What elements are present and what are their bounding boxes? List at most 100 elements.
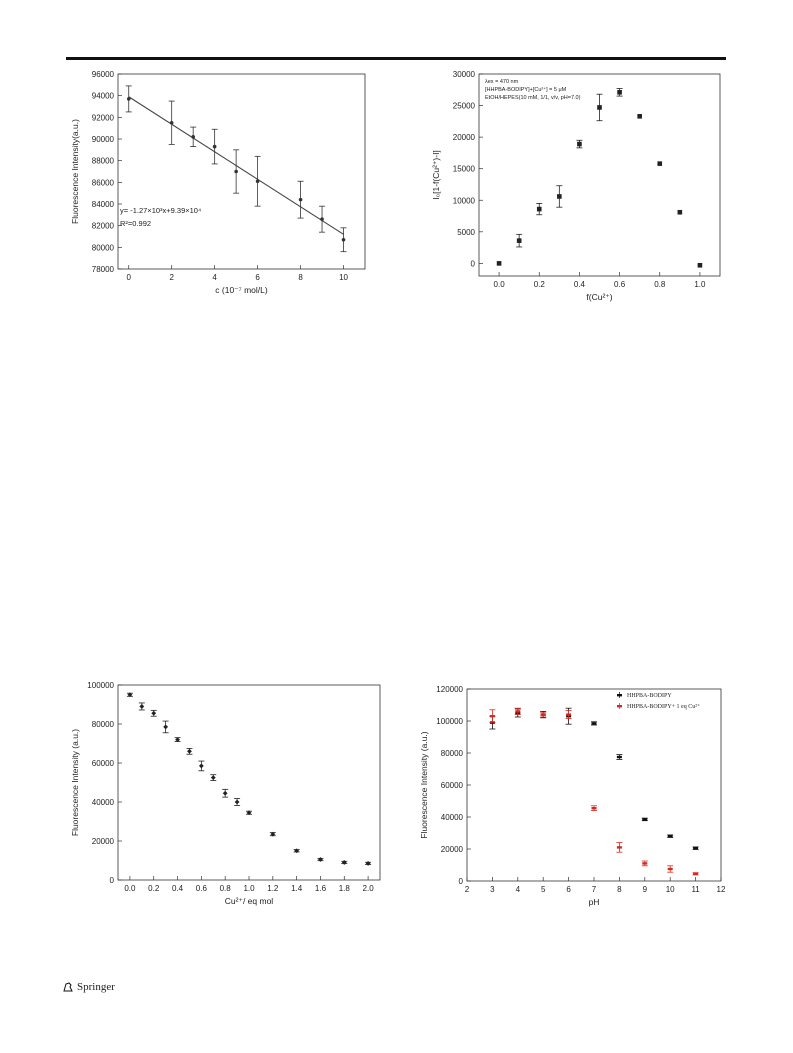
springer-horse-icon — [63, 982, 73, 992]
x-tick-label: 2 — [169, 273, 174, 282]
header-rule — [66, 57, 726, 60]
y-tick-label: 20000 — [92, 837, 115, 846]
data-point — [365, 861, 371, 866]
data-point — [693, 872, 699, 875]
x-tick-label: 11 — [691, 885, 700, 894]
data-point — [234, 799, 240, 805]
y-tick-label: 92000 — [92, 113, 115, 122]
data-point — [516, 238, 522, 243]
y-tick-label: 96000 — [92, 70, 115, 79]
data-point — [139, 704, 145, 709]
x-tick-label: 6 — [566, 885, 571, 894]
ph-chart-svg: 0 20000 40000 60000 80000 100000 120000 2 3 4 5 6 7 8… — [419, 685, 726, 907]
data-point — [191, 135, 195, 139]
x-tick-label: 6 — [255, 273, 260, 282]
chart-annotation: λex = 470 nm — [485, 79, 519, 85]
x-tick-label: 0.6 — [196, 884, 208, 893]
plot-frame — [478, 73, 721, 277]
y-tick-label: 0 — [459, 877, 464, 886]
data-point — [320, 217, 324, 221]
data-point — [693, 847, 699, 850]
x-axis-label: f(Cu²⁺) — [586, 292, 612, 302]
data-point — [126, 97, 131, 101]
y-tick-label: 60000 — [92, 759, 115, 768]
y-tick-label: 80000 — [92, 243, 115, 252]
legend-label: HHPBA-BODIPY+ 1 eq Cu²⁺ — [627, 703, 700, 710]
x-tick-label: 1.4 — [291, 884, 303, 893]
footer: Springer — [62, 981, 115, 993]
publisher-name: Springer — [77, 981, 115, 993]
x-tick-label: 7 — [592, 885, 597, 894]
x-tick-label: 0.2 — [148, 884, 160, 893]
x-tick-label: 4 — [516, 885, 521, 894]
y-tick-label: 120000 — [436, 685, 463, 694]
y-tick-label: 78000 — [92, 265, 115, 274]
y-axis-label: Fluorescence Intensity (a.u.) — [70, 729, 80, 836]
x-tick-label: 1.8 — [339, 884, 351, 893]
x-tick-label: 8 — [298, 273, 303, 282]
chart-annotation: [HHPBA-BODIPY]+[Cu²⁺] = 5 μM — [485, 86, 567, 93]
legend-label: HHPBA-BODIPY — [627, 693, 672, 699]
x-tick-label: 0 — [127, 273, 132, 282]
y-tick-label: 5000 — [457, 228, 475, 237]
chart-annotation: y= -1.27×10³x+9.39×10⁴ — [120, 206, 201, 215]
x-tick-label: 4 — [212, 273, 217, 282]
data-point — [210, 775, 216, 781]
x-tick-label: 8 — [617, 885, 622, 894]
y-tick-label: 80000 — [441, 749, 464, 758]
y-tick-label: 82000 — [92, 222, 115, 231]
data-point — [540, 713, 546, 716]
data-point — [591, 807, 597, 810]
x-tick-label: 0.6 — [614, 280, 626, 289]
x-tick-label: 1.2 — [267, 884, 279, 893]
y-tick-label: 20000 — [441, 845, 464, 854]
x-tick-label: 0.2 — [534, 280, 546, 289]
data-point — [536, 206, 542, 212]
data-point — [642, 862, 648, 865]
x-tick-label: 0.8 — [654, 280, 666, 289]
y-tick-label: 88000 — [92, 157, 115, 166]
x-axis-label: pH — [589, 897, 600, 907]
data-point — [294, 848, 300, 854]
y-tick-label: 60000 — [441, 781, 464, 790]
job-plot-svg: 0 5000 10000 15000 20000 25000 30000 0.0 0.2 0.4 0… — [431, 70, 721, 302]
data-point — [234, 169, 238, 174]
y-tick-label: 15000 — [453, 165, 476, 174]
data-point — [591, 722, 597, 725]
data-point — [163, 724, 169, 730]
data-point — [318, 857, 323, 862]
chart-annotation: EtOH/HEPES(10 mM, 1/1, v/v, pH=7.0) — [485, 95, 581, 101]
data-point — [597, 105, 602, 110]
y-tick-label: 10000 — [453, 196, 476, 205]
calibration-chart-svg: 78000 80000 82000 84000 86000 88000 90000 92000… — [70, 70, 366, 295]
y-tick-label: 25000 — [453, 102, 476, 111]
x-tick-label: 10 — [666, 885, 675, 894]
x-tick-label: 12 — [717, 885, 726, 894]
x-tick-label: 0.8 — [220, 884, 232, 893]
y-tick-label: 100000 — [87, 681, 114, 690]
data-point — [489, 715, 495, 718]
data-point — [255, 179, 260, 184]
x-axis-label: Cu²⁺/ eq mol — [225, 896, 274, 906]
data-point — [175, 737, 180, 742]
data-point — [617, 90, 622, 95]
data-point — [642, 818, 648, 821]
chart-ph-dependence: 0 20000 40000 60000 80000 100000 120000 2 3 4 5 6 7 8… — [405, 677, 735, 917]
chart-titration: 0 20000 40000 60000 80000 100000 0.0 0.2 0.4 0.6 0… — [60, 677, 390, 917]
data-point — [577, 141, 582, 147]
data-point — [637, 113, 642, 119]
data-point — [667, 835, 673, 838]
y-tick-label: 20000 — [453, 133, 476, 142]
x-tick-label: 0.4 — [172, 884, 184, 893]
y-tick-label: 0 — [471, 259, 476, 268]
y-axis-label: I₀[1-f(Cu²⁺)-I] — [431, 150, 441, 200]
x-tick-label: 2 — [465, 885, 470, 894]
plot-frame — [117, 684, 381, 881]
y-tick-label: 40000 — [441, 813, 464, 822]
titration-chart-svg: 0 20000 40000 60000 80000 100000 0.0 0.2 0.4 0.6 0… — [70, 681, 381, 906]
chart-calibration-line: 78000 80000 82000 84000 86000 88000 90000 92000… — [60, 64, 380, 314]
plot-frame — [117, 73, 366, 270]
y-axis-label: Fluorescence Intensity(a.u.) — [70, 119, 80, 224]
y-tick-label: 94000 — [92, 92, 115, 101]
x-tick-label: 9 — [643, 885, 648, 894]
